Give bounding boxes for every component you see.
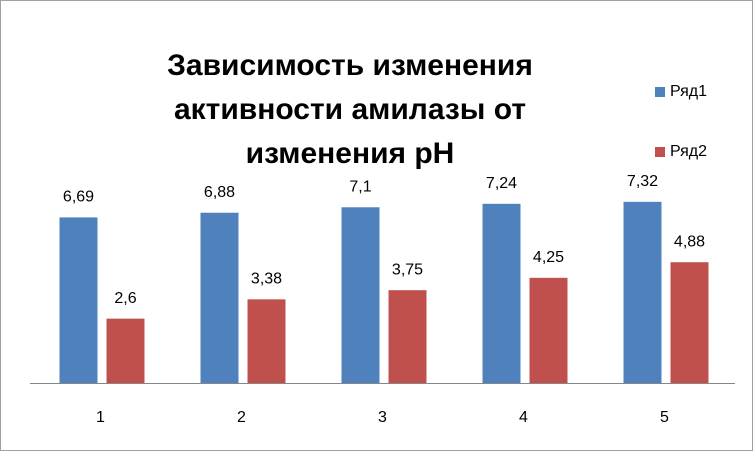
bar: [388, 290, 427, 383]
x-tick-label: 4: [519, 409, 528, 426]
bar: [247, 299, 286, 383]
x-tick-label: 2: [237, 409, 246, 426]
data-label: 3,38: [251, 271, 282, 288]
data-label: 3,75: [392, 261, 423, 278]
data-label: 7,32: [627, 173, 658, 190]
bar: [482, 203, 521, 383]
x-tick-label: 3: [378, 409, 387, 426]
bar: [200, 212, 239, 383]
bar: [59, 217, 98, 383]
bar: [529, 277, 568, 383]
legend-swatch: [655, 147, 665, 157]
legend-label: Ряд1: [670, 83, 707, 100]
data-label: 2,6: [114, 290, 136, 307]
data-label: 7,24: [486, 175, 517, 192]
bar: [623, 201, 662, 383]
data-label: 4,88: [674, 233, 705, 250]
bar: [670, 262, 709, 383]
x-tick-label: 5: [660, 409, 669, 426]
legend-label: Ряд2: [670, 143, 707, 160]
data-label: 6,69: [63, 189, 94, 206]
bar: [341, 207, 380, 383]
data-label: 7,1: [349, 178, 371, 195]
bar: [106, 318, 145, 383]
chart-title: Зависимость изменения активности амилазы…: [167, 49, 533, 170]
data-label: 4,25: [533, 249, 564, 266]
data-label: 6,88: [204, 184, 235, 201]
legend-swatch: [655, 87, 665, 97]
x-tick-label: 1: [96, 409, 105, 426]
